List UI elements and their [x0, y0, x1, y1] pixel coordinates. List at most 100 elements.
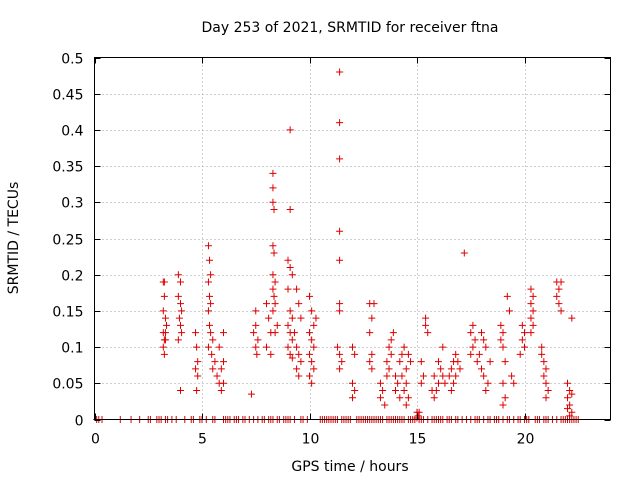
data-point: [529, 307, 537, 315]
data-point: [557, 278, 565, 286]
data-point: [211, 358, 219, 366]
data-point: [207, 300, 215, 308]
data-point: [265, 314, 273, 322]
data-point: [336, 256, 344, 264]
data-point: [467, 329, 475, 337]
data-point: [295, 350, 303, 358]
data-point: [269, 198, 277, 206]
data-point: [161, 314, 169, 322]
data-point: [542, 394, 550, 402]
data-point: [518, 336, 526, 344]
data-point: [422, 321, 430, 329]
y-tick-label: 0.05: [52, 377, 83, 393]
data-point: [484, 379, 492, 387]
data-point: [480, 336, 488, 344]
data-point: [447, 365, 455, 373]
data-point: [306, 350, 313, 358]
data-point: [206, 292, 214, 300]
data-point: [392, 387, 399, 395]
data-point: [521, 343, 528, 351]
data-point: [286, 307, 294, 315]
data-point: [471, 336, 479, 344]
data-point: [217, 365, 225, 373]
data-point: [497, 321, 505, 329]
data-point: [204, 242, 212, 250]
data-point: [284, 285, 292, 293]
data-point: [312, 314, 320, 322]
data-point: [336, 307, 344, 315]
data-point: [253, 350, 261, 358]
data-point: [518, 321, 526, 329]
data-point: [501, 394, 509, 402]
data-point: [486, 358, 494, 366]
y-tick-label: 0.3: [61, 196, 83, 212]
data-point: [293, 285, 301, 293]
data-point: [308, 307, 316, 315]
data-point: [394, 379, 402, 387]
grid-lines: [94, 57, 611, 420]
data-point: [469, 321, 477, 329]
data-point: [499, 379, 507, 387]
axis-ticks: 0 0.05 0.1 0.15 0.2 0.25 0.3 0.35 0.4 0.45 0.5 0 5 10…: [52, 52, 611, 448]
data-point: [295, 372, 303, 380]
data-point: [349, 379, 356, 387]
data-point: [555, 285, 563, 293]
data-point: [392, 372, 399, 380]
data-point: [368, 350, 376, 358]
data-point: [269, 242, 277, 250]
data-point: [542, 379, 550, 387]
data-point: [308, 358, 316, 366]
data-point: [308, 379, 316, 387]
data-point: [174, 292, 182, 300]
data-point: [160, 350, 168, 358]
data-point: [160, 278, 168, 286]
data-point: [177, 300, 184, 308]
data-point: [538, 343, 546, 351]
data-point: [527, 329, 535, 337]
data-point: [480, 372, 488, 380]
data-point: [269, 184, 277, 192]
data-point: [540, 372, 548, 380]
data-point: [207, 329, 215, 337]
data-point: [163, 321, 171, 329]
data-point: [417, 379, 425, 387]
x-axis-label: GPS time / hours: [291, 459, 408, 475]
y-tick-label: 0: [75, 414, 84, 430]
data-point: [247, 390, 255, 398]
data-point: [161, 336, 169, 344]
data-point: [568, 390, 576, 398]
data-point: [288, 354, 296, 362]
data-point: [204, 343, 212, 351]
data-point: [269, 271, 277, 279]
data-point: [482, 387, 490, 395]
data-point: [499, 343, 507, 351]
data-point: [400, 343, 408, 351]
data-point: [293, 343, 301, 351]
data-point: [542, 365, 550, 373]
data-point: [288, 271, 296, 279]
data-point: [217, 387, 225, 395]
data-point: [469, 343, 477, 351]
data-point: [286, 206, 294, 214]
data-point: [564, 394, 571, 402]
data-point: [452, 372, 460, 380]
data-point: [193, 343, 201, 351]
data-point: [368, 365, 376, 373]
data-point: [220, 358, 227, 366]
data-point: [564, 379, 571, 387]
data-point: [174, 336, 182, 344]
data-point: [336, 300, 344, 308]
data-point: [206, 321, 214, 329]
data-point: [439, 372, 447, 380]
data-point: [402, 365, 410, 373]
data-point: [270, 249, 278, 257]
data-point: [508, 372, 516, 380]
data-point: [499, 401, 507, 409]
data-point: [213, 372, 221, 380]
data-point: [192, 365, 200, 373]
data-point: [220, 379, 227, 387]
data-point: [269, 307, 277, 315]
data-point: [252, 343, 260, 351]
data-point: [263, 300, 270, 308]
data-point: [456, 365, 464, 373]
